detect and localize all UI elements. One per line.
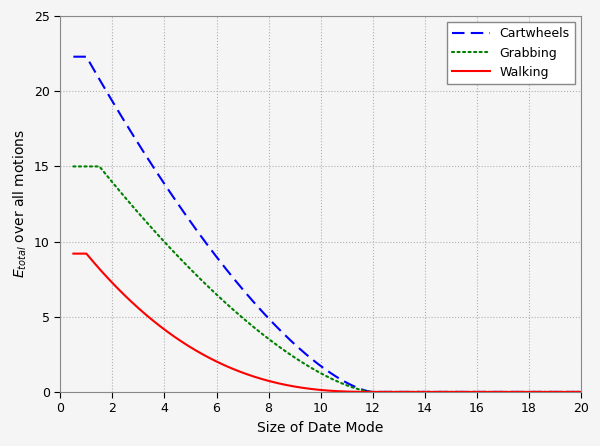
Walking xyxy=(369,389,376,395)
Grabbing xyxy=(577,389,584,395)
Walking xyxy=(70,251,77,256)
Walking xyxy=(577,389,584,395)
X-axis label: Size of Date Mode: Size of Date Mode xyxy=(257,421,384,435)
Walking xyxy=(95,266,103,271)
Cartwheels xyxy=(470,389,477,395)
Walking xyxy=(563,389,570,395)
Cartwheels xyxy=(317,363,324,368)
Line: Cartwheels: Cartwheels xyxy=(73,57,581,392)
Walking xyxy=(303,386,310,391)
Grabbing xyxy=(470,389,477,395)
Grabbing xyxy=(95,164,103,169)
Grabbing xyxy=(563,389,570,395)
Grabbing xyxy=(563,389,570,395)
Walking xyxy=(563,389,570,395)
Cartwheels xyxy=(95,76,103,82)
Cartwheels xyxy=(369,389,376,395)
Cartwheels xyxy=(563,389,570,395)
Walking xyxy=(470,389,477,395)
Grabbing xyxy=(369,389,376,395)
Line: Grabbing: Grabbing xyxy=(73,166,581,392)
Grabbing xyxy=(70,164,77,169)
Cartwheels xyxy=(70,54,77,59)
Cartwheels xyxy=(303,352,310,358)
Cartwheels xyxy=(563,389,570,395)
Line: Walking: Walking xyxy=(73,254,581,392)
Walking xyxy=(317,387,324,392)
Y-axis label: $E_{total}$ over all motions: $E_{total}$ over all motions xyxy=(11,130,29,278)
Grabbing xyxy=(303,363,310,368)
Cartwheels xyxy=(577,389,584,395)
Legend: Cartwheels, Grabbing, Walking: Cartwheels, Grabbing, Walking xyxy=(447,22,575,84)
Grabbing xyxy=(317,370,324,376)
